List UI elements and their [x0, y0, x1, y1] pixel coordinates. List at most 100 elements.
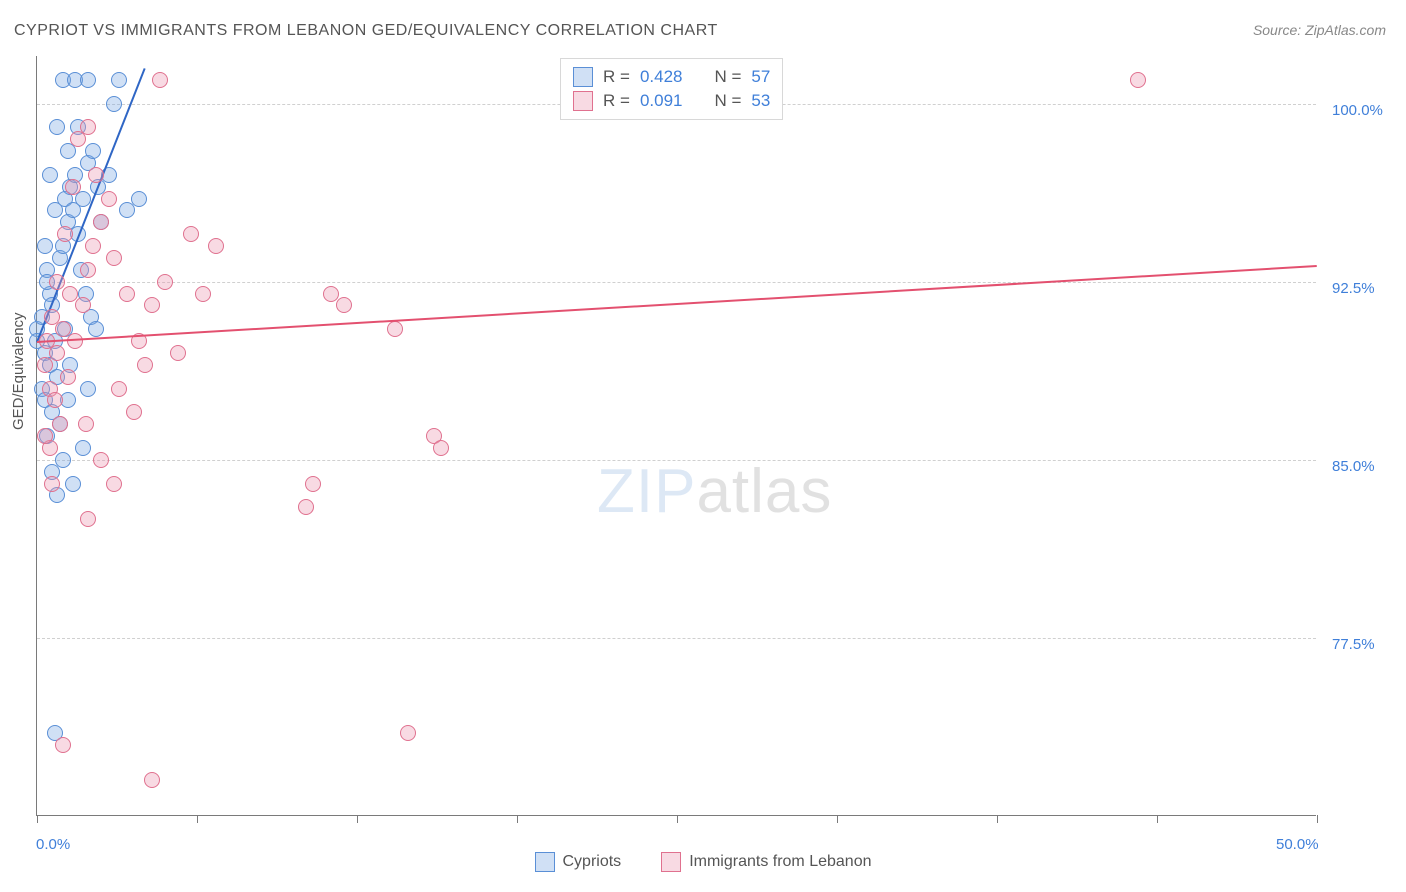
scatter-point [336, 297, 352, 313]
y-axis-label: GED/Equivalency [10, 312, 27, 430]
scatter-point [85, 238, 101, 254]
scatter-point [60, 369, 76, 385]
r-value-0: 0.428 [640, 67, 683, 87]
legend-swatch-0 [535, 852, 555, 872]
scatter-point [433, 440, 449, 456]
scatter-point [144, 772, 160, 788]
x-tick [837, 815, 838, 823]
r-label: R = [603, 67, 630, 87]
scatter-point [37, 428, 53, 444]
watermark: ZIPatlas [597, 456, 832, 527]
scatter-point [52, 416, 68, 432]
legend-item-0: Cypriots [535, 852, 622, 872]
x-tick [37, 815, 38, 823]
scatter-point [298, 499, 314, 515]
n-label: N = [714, 67, 741, 87]
chart-title: CYPRIOT VS IMMIGRANTS FROM LEBANON GED/E… [14, 22, 718, 40]
scatter-point [80, 262, 96, 278]
scatter-point [126, 404, 142, 420]
scatter-point [111, 381, 127, 397]
scatter-point [80, 119, 96, 135]
x-tick [677, 815, 678, 823]
n-label: N = [714, 91, 741, 111]
chart-source: Source: ZipAtlas.com [1253, 22, 1386, 38]
x-tick [357, 815, 358, 823]
scatter-point [55, 321, 71, 337]
scatter-point [55, 737, 71, 753]
legend-item-1: Immigrants from Lebanon [661, 852, 871, 872]
scatter-point [106, 476, 122, 492]
scatter-point [387, 321, 403, 337]
scatter-point [37, 238, 53, 254]
stats-box: R = 0.428 N = 57 R = 0.091 N = 53 [560, 58, 783, 120]
r-label: R = [603, 91, 630, 111]
scatter-point [400, 725, 416, 741]
scatter-point [119, 286, 135, 302]
swatch-series-1 [573, 91, 593, 111]
scatter-point [80, 381, 96, 397]
scatter-point [305, 476, 321, 492]
scatter-point [101, 191, 117, 207]
scatter-point [44, 476, 60, 492]
r-value-1: 0.091 [640, 91, 683, 111]
y-tick-label: 85.0% [1332, 458, 1375, 475]
x-tick-label: 0.0% [36, 836, 70, 853]
scatter-point [37, 357, 53, 373]
scatter-point [42, 167, 58, 183]
stats-row-0: R = 0.428 N = 57 [573, 65, 770, 89]
scatter-point [88, 167, 104, 183]
scatter-point [80, 72, 96, 88]
scatter-point [88, 321, 104, 337]
scatter-point [85, 143, 101, 159]
n-value-0: 57 [751, 67, 770, 87]
plot-area: ZIPatlas [36, 56, 1316, 816]
y-tick-label: 92.5% [1332, 280, 1375, 297]
x-tick [1157, 815, 1158, 823]
stats-row-1: R = 0.091 N = 53 [573, 89, 770, 113]
x-tick-label: 50.0% [1276, 836, 1319, 853]
gridline [37, 282, 1316, 283]
y-tick-label: 100.0% [1332, 102, 1383, 119]
x-tick [197, 815, 198, 823]
legend-label-1: Immigrants from Lebanon [689, 853, 871, 871]
scatter-point [111, 72, 127, 88]
trendline [37, 265, 1317, 343]
x-tick [517, 815, 518, 823]
scatter-point [183, 226, 199, 242]
x-tick [1317, 815, 1318, 823]
scatter-point [47, 392, 63, 408]
scatter-point [47, 202, 63, 218]
scatter-point [49, 345, 65, 361]
scatter-point [119, 202, 135, 218]
gridline [37, 460, 1316, 461]
scatter-point [78, 416, 94, 432]
scatter-point [144, 297, 160, 313]
scatter-point [131, 191, 147, 207]
swatch-series-0 [573, 67, 593, 87]
scatter-point [208, 238, 224, 254]
scatter-point [75, 440, 91, 456]
watermark-bold: ZIP [597, 457, 696, 526]
scatter-point [1130, 72, 1146, 88]
scatter-point [106, 250, 122, 266]
scatter-point [152, 72, 168, 88]
scatter-point [57, 226, 73, 242]
scatter-point [137, 357, 153, 373]
watermark-thin: atlas [696, 457, 832, 526]
x-tick [997, 815, 998, 823]
scatter-point [170, 345, 186, 361]
bottom-legend: Cypriots Immigrants from Lebanon [0, 852, 1406, 872]
scatter-point [93, 452, 109, 468]
scatter-point [49, 274, 65, 290]
scatter-point [49, 119, 65, 135]
scatter-point [65, 179, 81, 195]
gridline [37, 638, 1316, 639]
scatter-point [93, 214, 109, 230]
chart-container: CYPRIOT VS IMMIGRANTS FROM LEBANON GED/E… [0, 0, 1406, 892]
scatter-point [195, 286, 211, 302]
scatter-point [65, 476, 81, 492]
scatter-point [106, 96, 122, 112]
scatter-point [75, 297, 91, 313]
legend-label-0: Cypriots [563, 853, 622, 871]
y-tick-label: 77.5% [1332, 636, 1375, 653]
